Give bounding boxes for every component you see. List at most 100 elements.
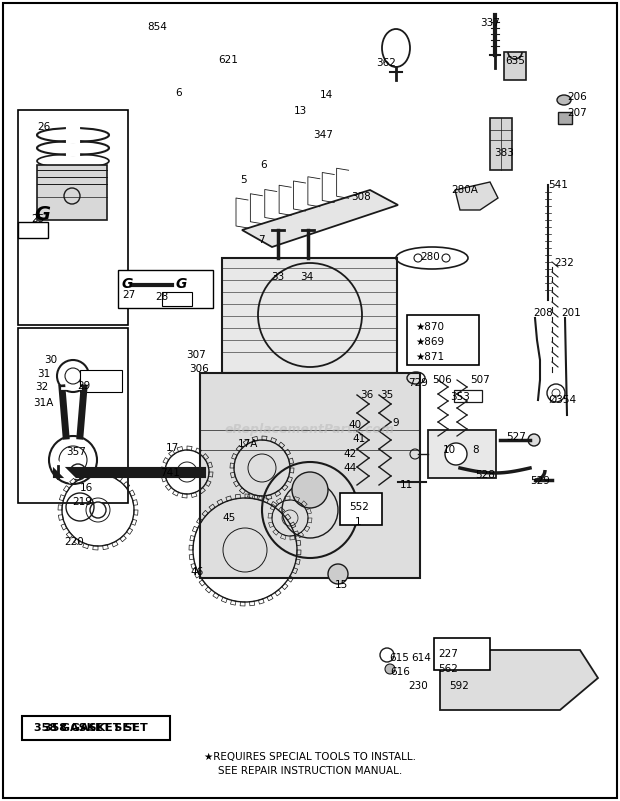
Text: 383: 383 xyxy=(494,148,514,158)
Text: 220: 220 xyxy=(64,537,84,547)
Text: 541: 541 xyxy=(548,180,568,190)
Text: 15: 15 xyxy=(335,580,348,590)
Text: 9: 9 xyxy=(392,418,399,428)
Text: 527: 527 xyxy=(506,432,526,442)
Circle shape xyxy=(528,434,540,446)
Text: 31: 31 xyxy=(37,369,50,379)
Text: 42: 42 xyxy=(343,449,356,459)
Text: 17: 17 xyxy=(166,443,179,453)
Bar xyxy=(118,270,213,308)
Text: 362: 362 xyxy=(376,58,396,68)
Text: 528: 528 xyxy=(475,470,495,480)
Text: 5: 5 xyxy=(240,175,247,185)
Text: 27: 27 xyxy=(122,290,135,300)
Text: 14: 14 xyxy=(320,90,334,100)
Text: 46: 46 xyxy=(190,567,203,577)
Text: 206: 206 xyxy=(567,92,587,102)
Polygon shape xyxy=(455,182,498,210)
Text: ★REQUIRES SPECIAL TOOLS TO INSTALL.: ★REQUIRES SPECIAL TOOLS TO INSTALL. xyxy=(204,752,416,762)
Text: 614: 614 xyxy=(411,653,431,663)
Bar xyxy=(22,716,170,740)
Text: 28: 28 xyxy=(155,292,168,302)
Text: 353: 353 xyxy=(450,392,470,402)
Text: 358 GASKET SET: 358 GASKET SET xyxy=(44,723,148,733)
Text: 347: 347 xyxy=(313,130,333,140)
Text: 26: 26 xyxy=(37,122,50,132)
Text: 507: 507 xyxy=(470,375,490,385)
Text: 44: 44 xyxy=(343,463,356,473)
Text: 36: 36 xyxy=(360,390,373,400)
Text: 562: 562 xyxy=(438,664,458,674)
Text: 308: 308 xyxy=(351,192,371,202)
Text: 854: 854 xyxy=(147,22,167,32)
Text: ★869: ★869 xyxy=(415,337,444,347)
Text: 621: 621 xyxy=(218,55,238,65)
Text: 208: 208 xyxy=(533,308,553,318)
Text: 592: 592 xyxy=(449,681,469,691)
Circle shape xyxy=(328,564,348,584)
Bar xyxy=(80,370,122,392)
Text: G: G xyxy=(175,277,187,291)
Text: Ø354: Ø354 xyxy=(548,395,576,405)
Bar xyxy=(340,493,382,525)
Text: SEE REPAIR INSTRUCTION MANUAL.: SEE REPAIR INSTRUCTION MANUAL. xyxy=(218,766,402,776)
Bar xyxy=(200,373,420,578)
Bar xyxy=(18,328,128,503)
Text: 25: 25 xyxy=(31,214,44,224)
Text: 29: 29 xyxy=(77,381,91,391)
Text: 307: 307 xyxy=(186,350,206,360)
Bar xyxy=(504,52,526,80)
Text: 1: 1 xyxy=(355,517,361,527)
Bar xyxy=(18,110,128,325)
Bar xyxy=(162,292,192,306)
Text: 219: 219 xyxy=(72,497,92,507)
Bar xyxy=(428,430,496,478)
Circle shape xyxy=(385,664,395,674)
Text: 729: 729 xyxy=(408,378,428,388)
Text: 11: 11 xyxy=(400,480,414,490)
Text: 31A: 31A xyxy=(33,398,53,408)
Text: 227: 227 xyxy=(438,649,458,659)
Circle shape xyxy=(445,443,467,465)
Text: 280: 280 xyxy=(420,252,440,262)
Text: 8: 8 xyxy=(472,445,479,455)
Text: 6: 6 xyxy=(260,160,267,170)
Text: G: G xyxy=(34,205,50,224)
Text: 34: 34 xyxy=(300,272,314,282)
Text: 45: 45 xyxy=(222,513,235,523)
Text: 615: 615 xyxy=(389,653,409,663)
Polygon shape xyxy=(242,190,398,247)
Bar xyxy=(434,638,490,670)
Text: 40: 40 xyxy=(348,420,361,430)
Text: 32: 32 xyxy=(35,382,48,392)
Text: 10: 10 xyxy=(443,445,456,455)
Polygon shape xyxy=(440,650,598,710)
Text: 17A: 17A xyxy=(238,439,259,449)
Text: 280A: 280A xyxy=(451,185,478,195)
Bar xyxy=(490,118,512,170)
Text: 13: 13 xyxy=(294,106,308,116)
Text: 35: 35 xyxy=(380,390,393,400)
Text: 616: 616 xyxy=(390,667,410,677)
Bar xyxy=(18,222,48,238)
Circle shape xyxy=(70,464,86,480)
Text: eReplacementParts.com: eReplacementParts.com xyxy=(225,424,395,437)
Text: 30: 30 xyxy=(44,355,57,365)
Text: 337: 337 xyxy=(480,18,500,28)
Text: 232: 232 xyxy=(554,258,574,268)
Text: 635: 635 xyxy=(505,56,525,66)
Text: G: G xyxy=(122,277,133,291)
Text: 7: 7 xyxy=(258,235,265,245)
Text: 358 GASKET SET: 358 GASKET SET xyxy=(34,723,138,733)
Text: 201: 201 xyxy=(561,308,581,318)
Bar xyxy=(454,390,482,402)
Ellipse shape xyxy=(557,95,571,105)
Bar xyxy=(37,165,107,220)
Text: ★870: ★870 xyxy=(415,322,444,332)
Text: 529: 529 xyxy=(530,476,550,486)
Text: 33: 33 xyxy=(272,272,285,282)
Text: 552: 552 xyxy=(349,502,369,512)
Circle shape xyxy=(292,472,328,508)
Text: 306: 306 xyxy=(189,364,209,374)
Text: ★871: ★871 xyxy=(415,352,444,362)
